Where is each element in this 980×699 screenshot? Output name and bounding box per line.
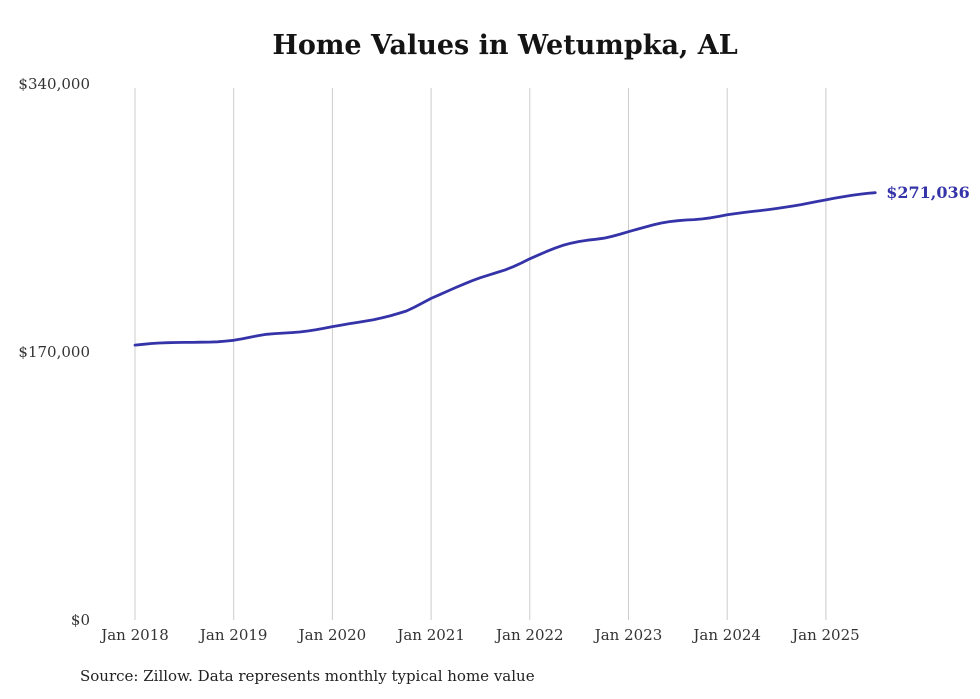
x-tick-label: Jan 2021: [395, 626, 465, 644]
y-tick-label: $0: [71, 611, 90, 629]
x-tick-label: Jan 2023: [593, 626, 663, 644]
x-tick-label: Jan 2024: [691, 626, 761, 644]
y-tick-label: $340,000: [18, 75, 90, 93]
y-tick-label: $170,000: [18, 343, 90, 361]
x-tick-label: Jan 2022: [494, 626, 564, 644]
x-tick-label: Jan 2019: [198, 626, 268, 644]
x-tick-label: Jan 2025: [790, 626, 860, 644]
x-tick-label: Jan 2020: [297, 626, 367, 644]
x-tick-label: Jan 2018: [99, 626, 169, 644]
latest-value-label: $271,036: [886, 182, 970, 202]
home-value-line: [133, 191, 877, 347]
source-note: Source: Zillow. Data represents monthly …: [80, 667, 535, 685]
chart-title: Home Values in Wetumpka, AL: [272, 30, 738, 61]
